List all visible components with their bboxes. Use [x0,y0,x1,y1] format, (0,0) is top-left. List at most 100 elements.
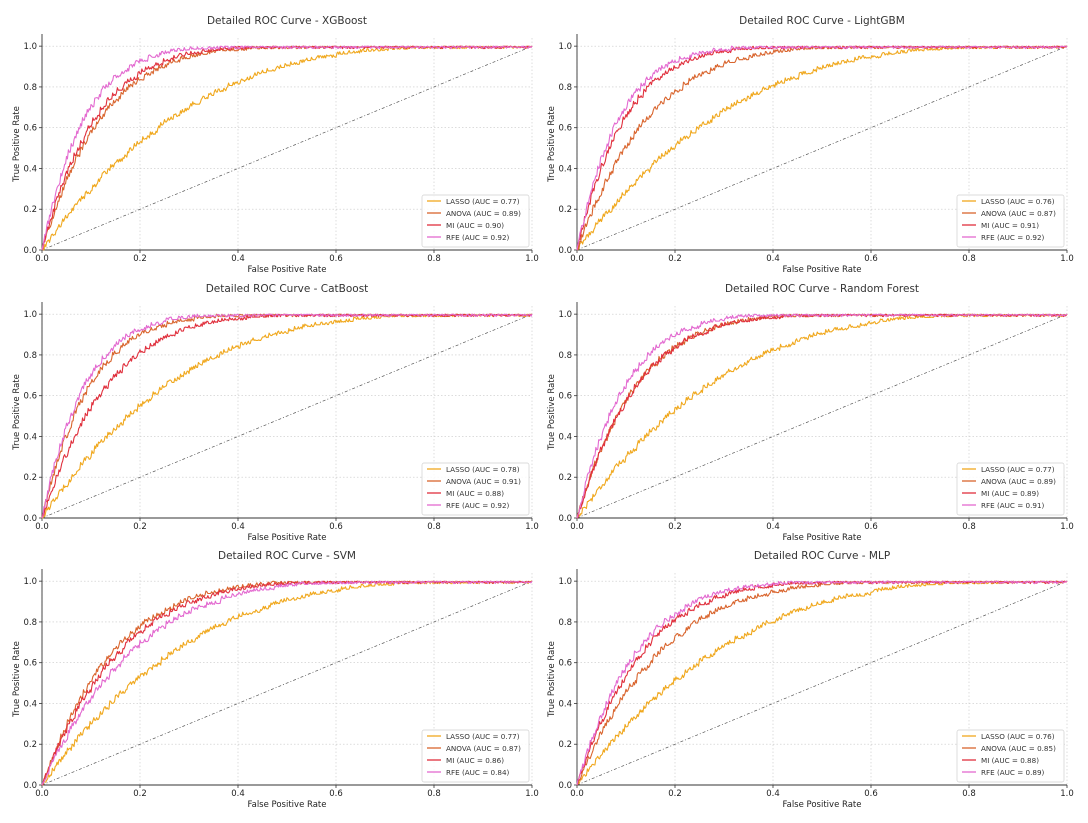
legend-label-lasso: LASSO (AUC = 0.76) [981,732,1055,741]
legend-label-mi: MI (AUC = 0.91) [981,221,1039,230]
x-tick-label: 0.0 [570,522,584,532]
legend-label-rfe: RFE (AUC = 0.92) [446,501,510,510]
y-tick-label: 0.6 [558,659,572,669]
x-tick-label: 1.0 [525,789,539,799]
y-tick-label: 0.8 [23,618,37,628]
legend-label-rfe: RFE (AUC = 0.92) [981,233,1045,242]
legend-box [421,194,530,248]
chance-diagonal-line [576,313,1068,519]
roc-panel-6: Detailed ROC Curve - MLP 0.00.0 0.2 0.2 0.4 0… [547,550,1074,810]
y-tick-label: 0.2 [558,205,572,215]
legend-label-anova: ANOVA (AUC = 0.87) [981,209,1056,218]
x-tick-label: 0.0 [570,789,584,799]
y-axis-label: True Positive Rate [12,106,22,183]
y-tick-label: 0.8 [558,618,572,628]
x-tick-label: 0.2 [133,254,147,264]
y-tick-label: 0.8 [23,83,37,93]
legend-label-anova: ANOVA (AUC = 0.91) [446,477,521,486]
x-tick-label: 1.0 [1060,254,1074,264]
legend-box [421,462,530,516]
y-tick-label: 0.4 [558,432,572,442]
y-tick-label: 0.4 [23,699,37,709]
x-tick-label: 0.4 [231,522,245,532]
x-axis-label: False Positive Rate [248,533,327,543]
y-tick-label: 1.0 [558,577,572,587]
y-tick-label: 0.6 [23,659,37,669]
x-tick-label: 0.8 [962,522,976,532]
legend-label-mi: MI (AUC = 0.88) [981,756,1039,765]
legend-label-anova: ANOVA (AUC = 0.89) [446,209,521,218]
roc-curve-rfe [41,580,533,786]
x-tick-label: 0.2 [133,522,147,532]
legend-label-lasso: LASSO (AUC = 0.77) [446,197,520,206]
y-tick-label: 0.2 [23,473,37,483]
roc-curve-rfe [576,45,1068,251]
roc-panel-5: Detailed ROC Curve - SVM 0.00.0 0.2 0.2 0.4 0… [12,550,539,810]
chance-diagonal-line [41,580,533,786]
x-tick-label: 0.2 [668,789,682,799]
y-tick-label: 0.0 [23,514,37,524]
x-tick-label: 1.0 [525,522,539,532]
x-axis-label: False Positive Rate [783,533,862,543]
x-tick-label: 0.8 [962,254,976,264]
x-axis-label: False Positive Rate [783,800,862,810]
x-tick-label: 0.4 [766,789,780,799]
x-tick-label: 0.0 [35,522,49,532]
legend-label-lasso: LASSO (AUC = 0.76) [981,197,1055,206]
legend-label-anova: ANOVA (AUC = 0.85) [981,744,1056,753]
legend-label-rfe: RFE (AUC = 0.92) [446,233,510,242]
roc-curve-rfe [41,313,533,519]
y-axis-label: True Positive Rate [547,641,557,718]
roc-panel-1: Detailed ROC Curve - XGBoost 0.00.0 0.2 0.2… [12,15,539,275]
chance-diagonal-line [41,313,533,519]
chart-title: Detailed ROC Curve - CatBoost [206,283,369,295]
y-tick-label: 0.2 [558,473,572,483]
x-tick-label: 0.8 [427,522,441,532]
x-tick-label: 1.0 [525,254,539,264]
x-tick-label: 0.0 [570,254,584,264]
y-tick-label: 0.0 [23,781,37,791]
x-tick-label: 1.0 [1060,522,1074,532]
chart-title: Detailed ROC Curve - LightGBM [739,15,905,27]
x-tick-label: 0.0 [35,254,49,264]
legend-box [421,729,530,783]
roc-curve-lasso [576,313,1068,519]
y-tick-label: 0.8 [558,351,572,361]
legend-box [956,729,1065,783]
y-axis-label: True Positive Rate [12,641,22,718]
legend-label-lasso: LASSO (AUC = 0.77) [446,732,520,741]
x-tick-label: 0.0 [35,789,49,799]
x-tick-label: 0.2 [668,254,682,264]
legend-label-mi: MI (AUC = 0.86) [446,756,504,765]
x-tick-label: 0.4 [766,254,780,264]
y-tick-label: 0.4 [558,164,572,174]
y-tick-label: 0.8 [23,351,37,361]
roc-panel-4: Detailed ROC Curve - Random Forest 0.00.0… [547,283,1074,543]
roc-panel-3: Detailed ROC Curve - CatBoost 0.00.0 0.2 0.… [12,283,539,543]
y-tick-label: 1.0 [23,577,37,587]
legend-label-rfe: RFE (AUC = 0.89) [981,768,1045,777]
y-tick-label: 0.2 [23,740,37,750]
chart-title: Detailed ROC Curve - Random Forest [725,283,919,295]
y-tick-label: 0.6 [23,392,37,402]
chart-title: Detailed ROC Curve - MLP [754,550,890,562]
y-tick-label: 0.4 [558,699,572,709]
x-tick-label: 0.4 [231,789,245,799]
y-tick-label: 0.6 [558,124,572,134]
x-tick-label: 0.6 [329,522,343,532]
y-tick-label: 1.0 [558,42,572,52]
roc-curve-rfe [576,313,1068,519]
legend-label-anova: ANOVA (AUC = 0.89) [981,477,1056,486]
y-axis-label: True Positive Rate [12,374,22,451]
y-tick-label: 0.2 [23,205,37,215]
x-tick-label: 0.6 [329,789,343,799]
x-tick-label: 0.6 [864,254,878,264]
x-tick-label: 0.6 [864,522,878,532]
y-tick-label: 0.8 [558,83,572,93]
chance-diagonal-line [576,45,1068,251]
x-tick-label: 0.4 [231,254,245,264]
chart-title: Detailed ROC Curve - SVM [218,550,356,562]
roc-curve-rfe [41,45,533,251]
legend-label-lasso: LASSO (AUC = 0.78) [446,465,520,474]
